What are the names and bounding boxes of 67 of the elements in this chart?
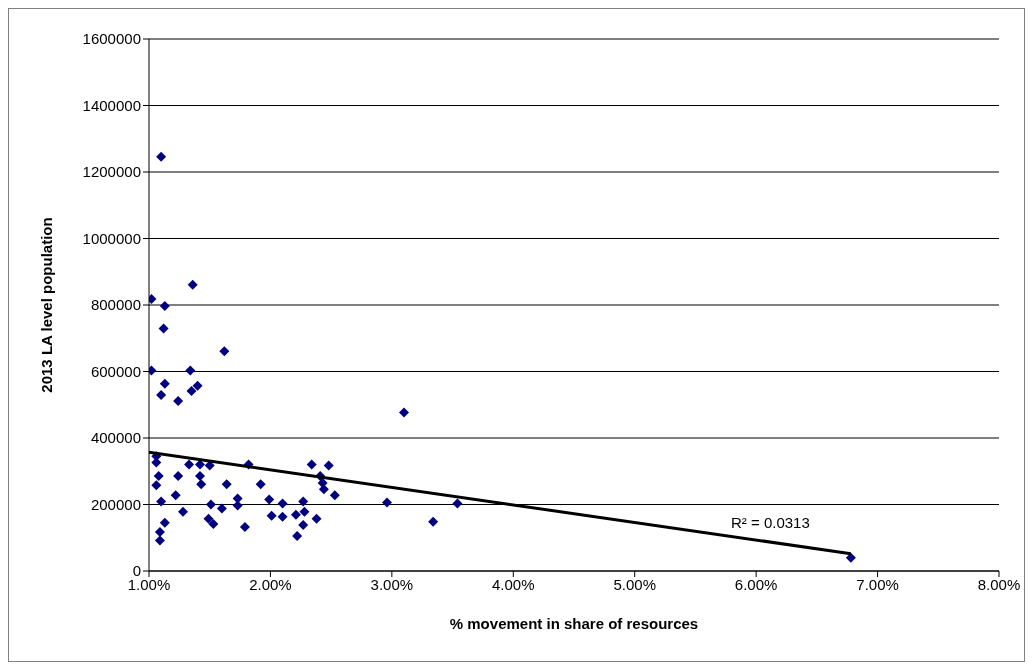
point	[173, 470, 184, 481]
point	[292, 531, 303, 542]
y-tick-label: 1400000	[82, 96, 141, 114]
y-tick-label: 1200000	[82, 163, 141, 181]
point	[159, 517, 170, 528]
point	[208, 519, 219, 530]
point	[196, 479, 207, 490]
point	[154, 535, 165, 546]
point	[239, 522, 250, 533]
point	[329, 490, 340, 501]
x-tick-label: 7.00%	[856, 575, 899, 593]
point	[153, 470, 164, 481]
y-tick-label: 600000	[90, 362, 141, 380]
point	[170, 490, 181, 501]
point	[158, 323, 169, 334]
y-axis-title: 2013 LA level population	[38, 217, 56, 393]
point	[298, 496, 309, 507]
x-tick-label: 3.00%	[370, 575, 414, 593]
point	[277, 498, 288, 509]
y-tick-label: 200000	[90, 495, 141, 513]
point	[845, 552, 856, 563]
point	[184, 459, 195, 470]
x-axis-title: % movement in share of resources	[449, 615, 699, 632]
point	[311, 513, 322, 524]
point	[298, 520, 309, 531]
point	[159, 301, 170, 311]
point	[151, 480, 162, 491]
point	[159, 378, 170, 389]
point	[452, 498, 463, 509]
point	[299, 506, 310, 517]
point	[156, 496, 167, 507]
y-tick-label: 1600000	[82, 30, 141, 48]
point	[318, 484, 329, 495]
x-tick-label: 4.00%	[492, 575, 535, 593]
x-tick-label: 2.00%	[249, 575, 292, 593]
point	[264, 494, 275, 505]
point	[277, 511, 288, 522]
x-tick-label: 5.00%	[613, 575, 656, 593]
point	[192, 380, 203, 391]
point	[323, 460, 334, 471]
point	[187, 279, 198, 290]
point	[186, 386, 197, 397]
point	[219, 346, 230, 357]
point	[154, 527, 165, 538]
point	[205, 499, 216, 510]
point	[290, 509, 301, 520]
y-tick-label: 800000	[90, 296, 141, 314]
point	[156, 390, 167, 401]
x-tick-label: 6.00%	[734, 575, 778, 593]
point	[221, 479, 232, 490]
point	[306, 459, 317, 470]
annotation: R² = 0.0313	[731, 514, 810, 531]
point	[156, 151, 167, 162]
x-tick-label: 8.00%	[977, 575, 1021, 593]
y-tick-label: 400000	[90, 429, 141, 447]
point	[178, 506, 188, 517]
point	[428, 516, 439, 527]
point	[399, 407, 409, 418]
point	[203, 513, 214, 524]
point	[255, 479, 266, 490]
point	[216, 503, 227, 514]
point	[195, 470, 205, 481]
y-tick-label: 1000000	[82, 229, 141, 247]
point	[382, 497, 392, 508]
point	[185, 365, 196, 376]
point	[173, 396, 184, 407]
point	[266, 510, 277, 521]
